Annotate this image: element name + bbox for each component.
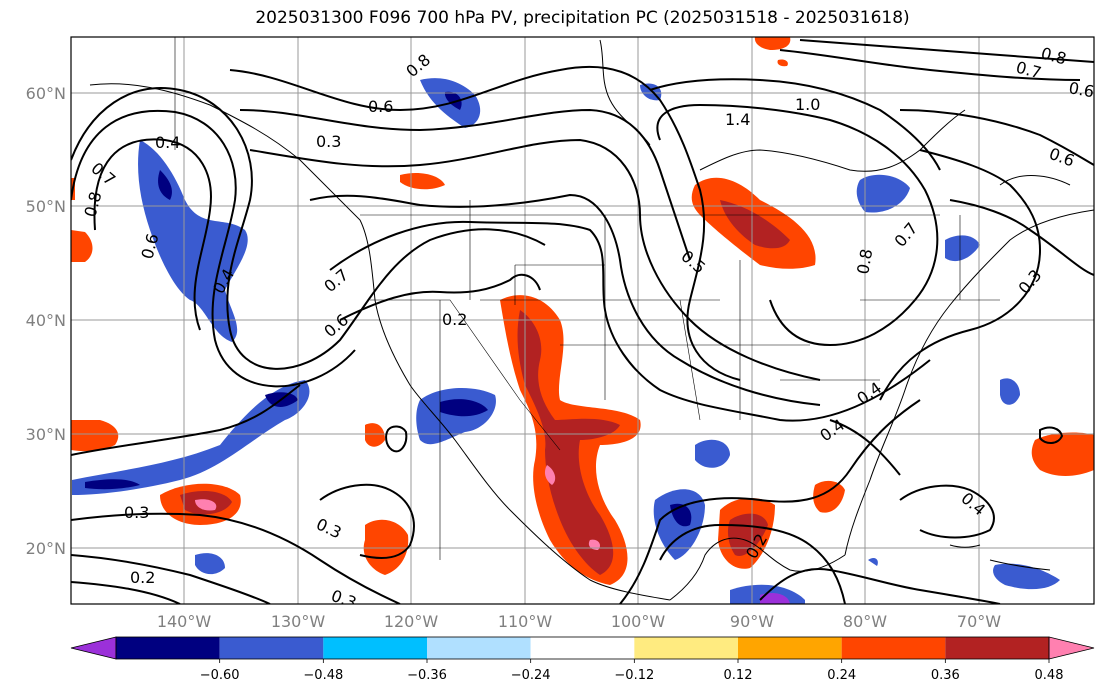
colorbar-extend-high <box>1048 636 1095 660</box>
colorbar-segment <box>738 637 842 659</box>
graticule <box>71 37 1094 604</box>
lon-tick-label: 120°W <box>384 612 439 631</box>
contour-label: 0.2 <box>130 568 155 587</box>
lat-tick-label: 40°N <box>26 311 66 330</box>
coastlines <box>89 37 1094 601</box>
colorbar-tick-label: 0.24 <box>827 668 856 683</box>
contour-label: 0.6 <box>368 97 393 116</box>
lon-tick-label: 80°W <box>843 612 887 631</box>
contour-label: 0.4 <box>155 133 180 152</box>
lat-tick-label: 50°N <box>26 197 66 216</box>
colorbar-segment <box>219 637 324 659</box>
colorbar-tick-label: −0.48 <box>303 668 343 683</box>
colorbar-tick-label: 0.12 <box>724 668 753 683</box>
colorbar-segment <box>841 637 946 659</box>
colorbar: −0.60 −0.48 −0.36 −0.24 −0.12 0.12 0.24 0.36 0.4… <box>70 636 1095 683</box>
colorbar-segment <box>427 637 531 659</box>
contour-label: 1.0 <box>795 95 820 114</box>
contour-label: 1.4 <box>725 110 750 129</box>
colorbar-segment <box>530 637 635 659</box>
lon-tick-label: 90°W <box>730 612 774 631</box>
lon-tick-label: 70°W <box>957 612 1001 631</box>
colorbar-tick-label: 0.36 <box>931 668 960 683</box>
colorbar-extend-low <box>70 636 117 660</box>
colorbar-frame <box>115 636 1050 660</box>
lon-tick-label: 130°W <box>271 612 326 631</box>
pv-contours <box>71 39 1094 604</box>
colorbar-tick-label: −0.36 <box>407 668 447 683</box>
longitude-axis: 140°W 130°W 120°W 110°W 100°W 90°W 80°W … <box>157 612 1001 631</box>
colorbar-tick-label: −0.12 <box>614 668 654 683</box>
plot-frame <box>70 36 1095 605</box>
colorbar-segment <box>323 637 427 659</box>
contour-label: 0.8 <box>853 247 876 275</box>
colorbar-tick-label: 0.48 <box>1035 668 1064 683</box>
lon-tick-label: 140°W <box>157 612 212 631</box>
contour-label: 0.6 <box>1067 78 1095 101</box>
contour-label: 0.3 <box>124 503 149 522</box>
colorbar-tick-label: −0.60 <box>200 668 240 683</box>
contour-label: 0.2 <box>442 310 467 329</box>
colorbar-segment <box>945 637 1049 659</box>
lat-tick-label: 30°N <box>26 425 66 444</box>
colorbar-tick-label: −0.24 <box>511 668 551 683</box>
lon-tick-label: 110°W <box>498 612 553 631</box>
colorbar-segment <box>116 637 220 659</box>
contour-label: 0.3 <box>316 132 341 151</box>
latitude-axis: 60°N 50°N 40°N 30°N 20°N <box>26 84 66 558</box>
lat-tick-label: 20°N <box>26 539 66 558</box>
map-title: 2025031300 F096 700 hPa PV, precipitatio… <box>255 8 910 28</box>
colorbar-segment <box>634 637 738 659</box>
lat-tick-label: 60°N <box>26 84 66 103</box>
lon-tick-label: 100°W <box>611 612 666 631</box>
